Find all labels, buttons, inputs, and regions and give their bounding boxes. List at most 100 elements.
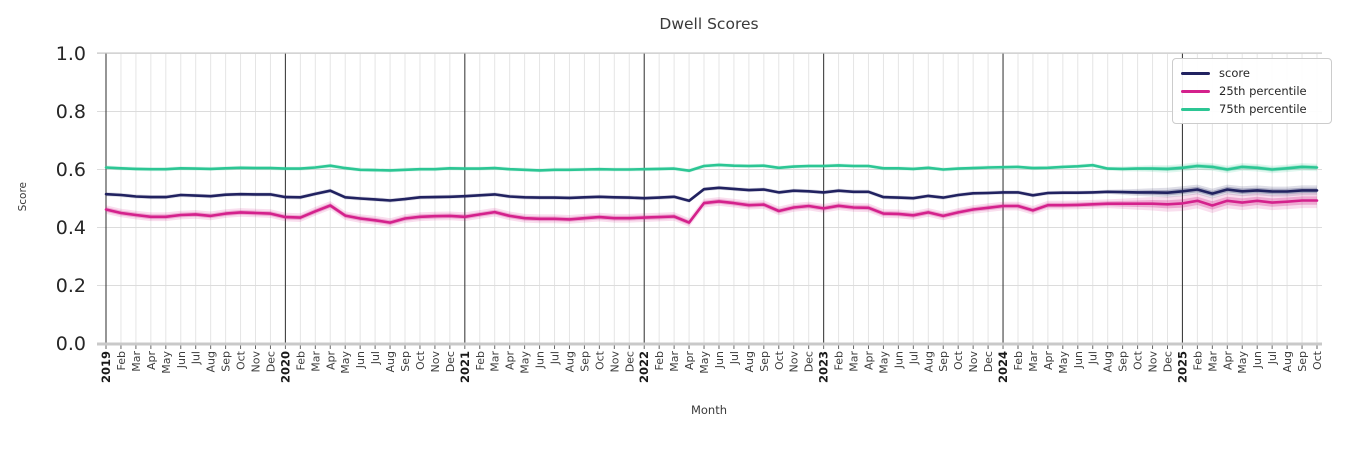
x-tick-label: Dec (1161, 351, 1174, 372)
x-tick-label: Jun (534, 351, 547, 369)
x-tick-label: Mar (489, 351, 502, 372)
x-tick-label: Sep (399, 351, 412, 372)
x-tick-labels: 2019 Feb Mar Apr May Jun Jul Aug Sep Oct Nov Dec 202… (99, 350, 1324, 383)
x-tick-label: Jun (1072, 351, 1085, 369)
x-tick-label: Feb (653, 351, 666, 370)
x-tick-label: Nov (608, 351, 621, 373)
x-tick-label: Sep (937, 351, 950, 372)
month-gridlines (120, 53, 1318, 344)
x-tick-label: Dec (803, 351, 816, 372)
x-tick-label: May (1057, 351, 1070, 374)
x-tick-label: Nov (1147, 351, 1160, 373)
x-tick-label: Nov (788, 351, 801, 373)
x-tick-label: Jul (728, 351, 741, 365)
x-tick-label: Mar (848, 351, 861, 372)
x-tick-label: Jul (549, 351, 562, 365)
x-tick-label: Feb (294, 351, 307, 370)
y-tick-label: 0.8 (56, 101, 86, 123)
x-tick-label: Nov (967, 351, 980, 373)
legend-label: 75th percentile (1219, 102, 1307, 116)
x-tick-label: 2020 (278, 351, 292, 383)
x-tick-label: Dec (444, 351, 457, 372)
x-tick-label: May (160, 351, 173, 374)
x-tick-label: Feb (833, 351, 846, 370)
x-tick-label: Apr (862, 351, 875, 371)
x-tick-label: Jul (1087, 351, 1100, 365)
x-tick-label: 2022 (637, 351, 651, 383)
x-tick-label: May (339, 351, 352, 374)
legend-item-25th-percentile: 25th percentile (1181, 82, 1323, 100)
x-tick-label: Apr (683, 351, 696, 371)
x-tick-label: Aug (563, 351, 576, 372)
y-tick-label: 1.0 (56, 43, 86, 65)
x-tick-label: Sep (1117, 351, 1130, 372)
series-line (104, 199, 1319, 224)
x-tick-label: Jul (1266, 351, 1279, 365)
x-tick-label: Jul (369, 351, 382, 365)
x-tick-label: Sep (1296, 351, 1309, 372)
y-axis-label: Score (17, 182, 29, 212)
x-tick-label: Oct (1311, 350, 1324, 370)
x-tick-label: Apr (504, 351, 517, 371)
x-axis-label: Month (690, 403, 728, 417)
x-tick-label: Mar (309, 351, 322, 372)
x-tick-label: 2024 (996, 351, 1010, 383)
x-tick-label: Dec (982, 351, 995, 372)
x-tick-label: Sep (578, 351, 591, 372)
x-tick-label: 2023 (817, 351, 831, 383)
x-tick-label: Apr (145, 351, 158, 371)
y-tick-label: 0.4 (56, 217, 86, 239)
x-tick-label: Mar (1206, 351, 1219, 372)
legend-item-score: score (1181, 64, 1323, 82)
x-tick-label: Jul (190, 351, 203, 365)
x-tick-label: May (877, 351, 890, 374)
x-tick-label: Nov (250, 351, 263, 373)
x-tick-label: Oct (235, 350, 248, 370)
x-tick-label: Aug (1281, 351, 1294, 372)
x-tick-label: Sep (220, 351, 233, 372)
y-tick-label: 0.6 (56, 159, 86, 181)
x-tick-label: Mar (130, 351, 143, 372)
x-tick-label: Aug (1102, 351, 1115, 372)
x-tick-label: Jun (1251, 351, 1264, 369)
x-tick-label: Oct (952, 350, 965, 370)
x-tick-label: Apr (1221, 351, 1234, 371)
series-line (104, 163, 1319, 172)
x-tick-label: Mar (668, 351, 681, 372)
legend: score 25th percentile 75th percentile (1172, 58, 1332, 124)
x-tick-label: Feb (474, 351, 487, 370)
x-tick-label: Jun (892, 351, 905, 369)
x-tick-label: Oct (1132, 350, 1145, 370)
x-tick-label: May (698, 351, 711, 374)
legend-line-swatch (1181, 71, 1210, 75)
y-tick-label: 0.2 (56, 275, 86, 297)
x-tick-label: Aug (384, 351, 397, 372)
x-tick-label: Aug (922, 351, 935, 372)
x-tick-label: Nov (429, 351, 442, 373)
x-tick-label: Dec (623, 351, 636, 372)
x-tick-label: Apr (1042, 351, 1055, 371)
y-tick-labels: 0.0 0.2 0.4 0.6 0.8 1.0 (56, 43, 86, 355)
x-tick-label: Mar (1027, 351, 1040, 372)
x-tick-label: Apr (324, 351, 337, 371)
legend-label: 25th percentile (1219, 84, 1307, 98)
x-tick-label: May (1236, 351, 1249, 374)
x-tick-label: Oct (773, 350, 786, 370)
series-line (104, 186, 1319, 203)
x-tick-label: Aug (743, 351, 756, 372)
x-tick-label: Jul (907, 351, 920, 365)
legend-line-swatch (1181, 107, 1210, 111)
x-tick-label: 2025 (1175, 351, 1189, 383)
x-tick-label: May (519, 351, 532, 374)
x-tick-marks (105, 345, 1318, 349)
x-tick-label: Sep (758, 351, 771, 372)
x-tick-label: Feb (1012, 351, 1025, 370)
x-tick-label: 2019 (99, 351, 113, 383)
legend-label: score (1219, 66, 1250, 80)
y-tick-label: 0.0 (56, 333, 86, 355)
x-tick-label: Feb (115, 351, 128, 370)
x-tick-label: Jun (175, 351, 188, 369)
x-tick-label: Oct (414, 350, 427, 370)
